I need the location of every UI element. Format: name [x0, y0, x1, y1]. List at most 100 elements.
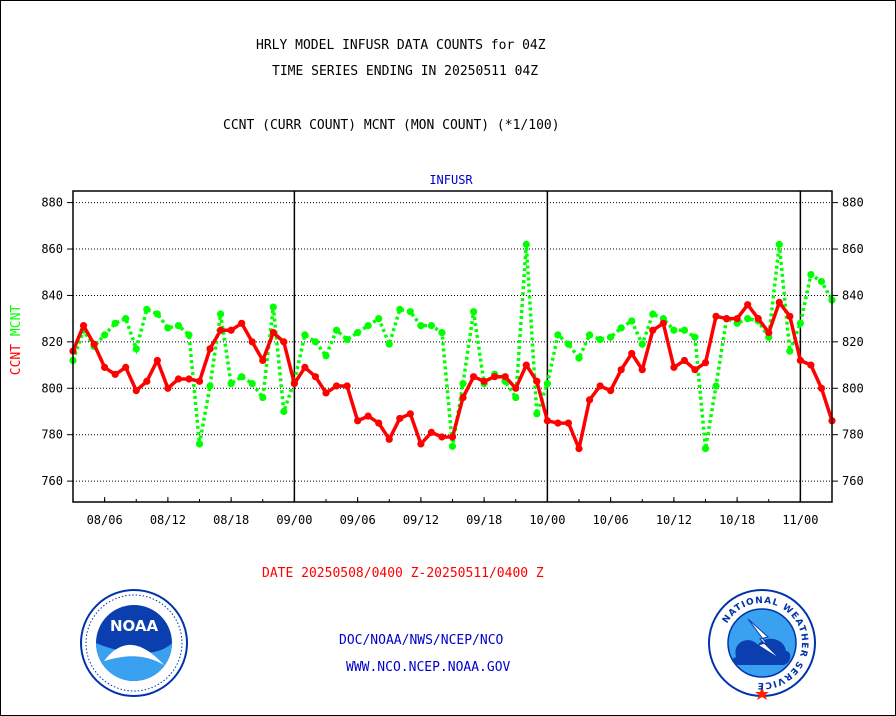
- y-tick-label-right: 800: [842, 381, 864, 395]
- data-point-mcnt: [332, 326, 341, 334]
- x-tick-label: 09/00: [276, 513, 312, 527]
- y-tick-label-right: 880: [842, 196, 864, 210]
- website-label: WWW.NCO.NCEP.NOAA.GOV: [346, 660, 511, 675]
- title-line-3: CCNT (CURR COUNT) MCNT (MON COUNT) (*1/1…: [223, 118, 560, 133]
- y-axis-label: CCNT MCNT: [9, 305, 24, 376]
- data-point-mcnt: [311, 338, 320, 346]
- data-point-ccnt: [259, 356, 267, 365]
- data-point-ccnt: [438, 433, 446, 441]
- data-point-ccnt: [659, 319, 667, 327]
- data-point-mcnt: [248, 380, 256, 388]
- data-point-ccnt: [153, 356, 161, 365]
- x-tick-label: 08/12: [150, 513, 186, 527]
- data-point-ccnt: [396, 414, 404, 423]
- data-point-mcnt: [701, 445, 710, 453]
- data-point-ccnt: [343, 382, 351, 390]
- data-point-ccnt: [691, 366, 699, 374]
- y-tick-label-right: 760: [842, 474, 864, 488]
- data-point-ccnt: [332, 382, 341, 390]
- data-point-ccnt: [649, 326, 657, 334]
- data-point-ccnt: [111, 370, 119, 378]
- data-point-mcnt: [585, 331, 594, 339]
- data-point-ccnt: [164, 384, 172, 392]
- y-axis-left: 760 780 800 820 840 860 880: [41, 196, 73, 488]
- data-point-ccnt: [596, 382, 604, 390]
- data-point-ccnt: [564, 419, 573, 427]
- data-point-mcnt: [775, 240, 783, 248]
- data-point-ccnt: [575, 445, 583, 453]
- data-point-mcnt: [132, 345, 140, 353]
- data-point-ccnt: [796, 356, 804, 365]
- data-point-mcnt: [343, 335, 351, 344]
- data-point-ccnt: [754, 315, 762, 323]
- title-line-1: HRLY MODEL INFUSR DATA COUNTS for 04Z: [256, 38, 546, 53]
- data-point-ccnt: [101, 363, 109, 371]
- data-point-mcnt: [195, 440, 204, 448]
- data-point-ccnt: [817, 384, 826, 392]
- data-point-ccnt: [775, 298, 783, 307]
- data-point-mcnt: [385, 340, 393, 348]
- data-point-mcnt: [427, 322, 436, 330]
- data-point-mcnt: [575, 354, 583, 362]
- data-point-ccnt: [765, 328, 773, 337]
- data-point-mcnt: [786, 347, 794, 355]
- y-tick-label-left: 780: [41, 428, 63, 442]
- y-axis-label-mcnt: MCNT: [9, 305, 24, 344]
- y-tick-label-left: 880: [41, 196, 63, 210]
- data-point-ccnt: [533, 377, 541, 385]
- data-point-ccnt: [543, 417, 551, 425]
- data-point-mcnt: [227, 380, 235, 388]
- y-tick-label-left: 760: [41, 474, 63, 488]
- data-point-ccnt: [269, 328, 277, 337]
- data-point-ccnt: [670, 363, 678, 371]
- grid-lines: [73, 202, 832, 482]
- data-point-mcnt: [185, 331, 193, 339]
- data-point-ccnt: [680, 356, 689, 365]
- data-point-mcnt: [712, 382, 720, 390]
- data-point-ccnt: [501, 373, 509, 381]
- data-point-ccnt: [406, 410, 414, 418]
- day-boundary-lines: [293, 191, 802, 502]
- y-tick-label-left: 840: [41, 288, 63, 302]
- data-point-ccnt: [459, 393, 467, 402]
- y-tick-label-right: 860: [842, 242, 864, 256]
- data-point-ccnt: [206, 345, 214, 353]
- data-point-ccnt: [417, 440, 425, 448]
- y-axis-right: 760 780 800 820 840 860 880: [832, 196, 864, 488]
- y-tick-label-right: 820: [842, 335, 864, 349]
- noaa-logo: NOAA: [80, 589, 188, 697]
- data-point-mcnt: [396, 305, 404, 313]
- data-point-mcnt: [174, 322, 183, 330]
- org-path-label: DOC/NOAA/NWS/NCEP/NCO: [339, 633, 504, 648]
- data-point-mcnt: [238, 373, 246, 381]
- data-point-mcnt: [448, 442, 457, 450]
- x-tick-label: 10/18: [719, 513, 755, 527]
- noaa-logo-text: NOAA: [110, 617, 159, 635]
- data-point-ccnt: [238, 319, 246, 327]
- data-point-ccnt: [512, 384, 520, 392]
- y-tick-label-left: 800: [41, 381, 63, 395]
- data-point-mcnt: [153, 310, 161, 318]
- data-point-mcnt: [543, 380, 551, 388]
- data-point-mcnt: [206, 382, 214, 390]
- chart-title: INFUSR: [429, 173, 473, 187]
- data-point-ccnt: [480, 377, 488, 385]
- data-point-mcnt: [322, 352, 330, 360]
- data-point-ccnt: [290, 380, 298, 388]
- data-point-ccnt: [385, 435, 393, 443]
- x-tick-label: 09/12: [403, 513, 439, 527]
- data-point-mcnt: [564, 340, 573, 348]
- y-tick-label-left: 820: [41, 335, 63, 349]
- data-point-ccnt: [522, 361, 530, 369]
- x-tick-label: 10/06: [593, 513, 629, 527]
- title-line-2: TIME SERIES ENDING IN 20250511 04Z: [272, 64, 539, 79]
- data-point-mcnt: [628, 317, 636, 325]
- data-point-ccnt: [227, 326, 235, 334]
- data-point-ccnt: [807, 361, 815, 369]
- data-point-ccnt: [701, 359, 710, 367]
- data-point-ccnt: [174, 375, 183, 383]
- data-point-mcnt: [364, 322, 372, 330]
- data-point-ccnt: [744, 301, 752, 309]
- data-point-mcnt: [554, 331, 562, 339]
- data-point-ccnt: [132, 386, 140, 395]
